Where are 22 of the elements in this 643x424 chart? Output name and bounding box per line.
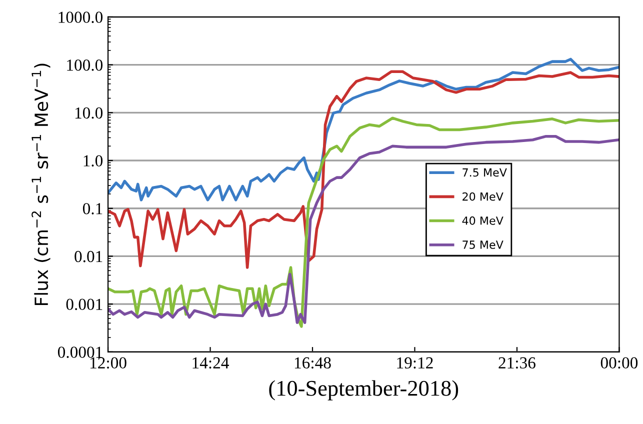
legend-label: 20 MeV [462, 192, 504, 201]
x-tick-label: 00:00 [600, 357, 638, 369]
y-tick-label: 1000.0 [58, 12, 103, 23]
x-tick-label: 14:24 [192, 357, 229, 369]
x-tick-label: 21:36 [498, 357, 536, 369]
legend-label: 75 MeV [462, 240, 504, 249]
x-tick-label: 16:48 [294, 357, 331, 369]
y-tick-label: 10.0 [75, 107, 103, 119]
y-tick-label: 1.0 [84, 155, 103, 167]
y-tick-label: 0.001 [66, 298, 102, 310]
legend-label: 7.5 MeV [462, 168, 507, 177]
y-tick-label: 0.0001 [58, 346, 102, 358]
line-series [108, 58, 620, 202]
legend-label: 40 MeV [462, 216, 504, 225]
y-tick-label: 0.01 [74, 250, 102, 262]
x-axis-title: (10-September-2018) [269, 380, 458, 400]
line-series [108, 70, 620, 269]
x-tick-label: 12:00 [90, 357, 126, 369]
y-tick-label: 0.1 [82, 203, 102, 214]
y-tick-label: 100.0 [67, 60, 103, 71]
x-tick-label: 19:12 [397, 357, 433, 369]
text: Flux (cm$^{−2}$ s$^{−1}$ sr$^{−1}$ MeV$^{−1}$) [32, 64, 50, 305]
